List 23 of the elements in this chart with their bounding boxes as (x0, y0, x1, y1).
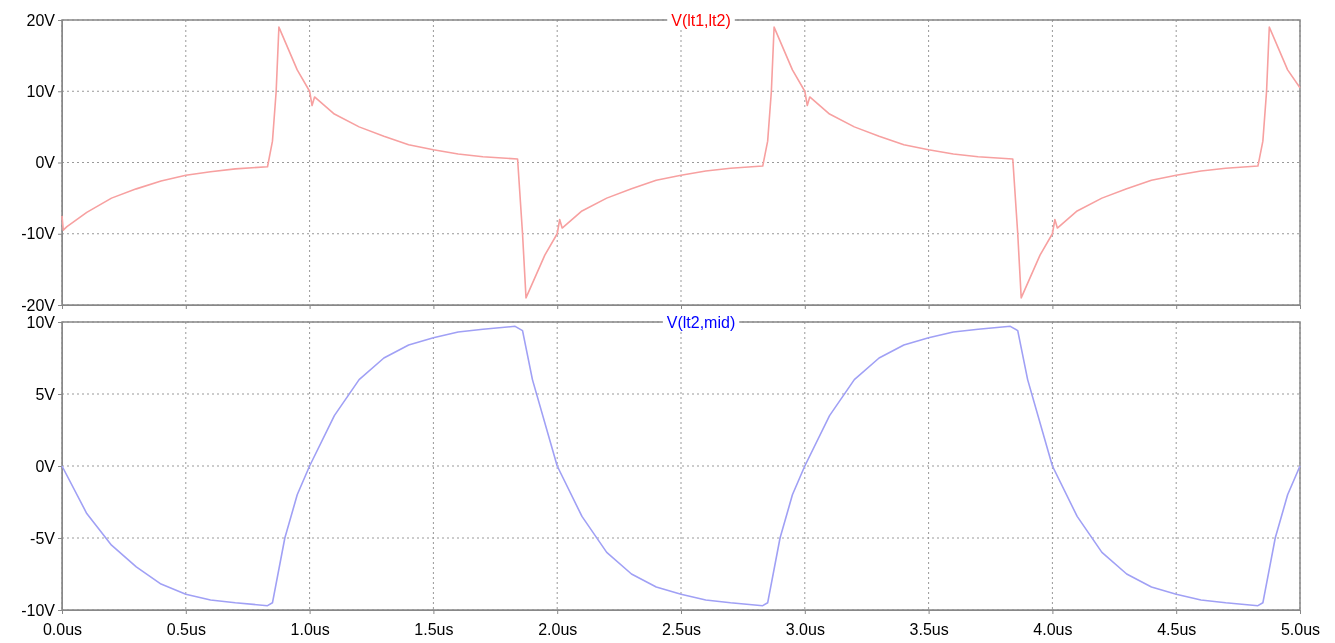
x-tick-label: 1.0us (290, 620, 330, 638)
y-tick-label: 5V (35, 385, 56, 403)
x-tick-label: 3.0us (785, 620, 825, 638)
text: V(lt1,lt2) (671, 12, 731, 29)
y-tick-label: 10V (26, 82, 56, 100)
x-tick-label: 4.0us (1033, 620, 1073, 638)
y-tick-label: -10V (21, 225, 56, 243)
y-tick-label: 20V (26, 11, 56, 29)
y-tick-label: 10V (26, 313, 56, 331)
x-tick-label: 0.5us (166, 620, 206, 638)
text: V(lt2,mid) (666, 314, 736, 331)
x-tick-label: 2.0us (538, 620, 578, 638)
y-tick-label: 0V (35, 154, 56, 172)
y-tick-label: -5V (30, 529, 56, 547)
y-tick-label: -10V (21, 601, 56, 619)
x-tick-label: 1.5us (414, 620, 454, 638)
x-tick-label: 2.5us (661, 620, 702, 638)
x-tick-label: 3.5us (909, 620, 949, 638)
y-tick-label: -20V (21, 296, 56, 314)
x-tick-label: 5.0us (1280, 620, 1321, 638)
x-tick-label: 0.0us (42, 620, 83, 638)
y-tick-label: 0V (35, 457, 56, 475)
x-tick-label: 4.5us (1157, 620, 1197, 638)
